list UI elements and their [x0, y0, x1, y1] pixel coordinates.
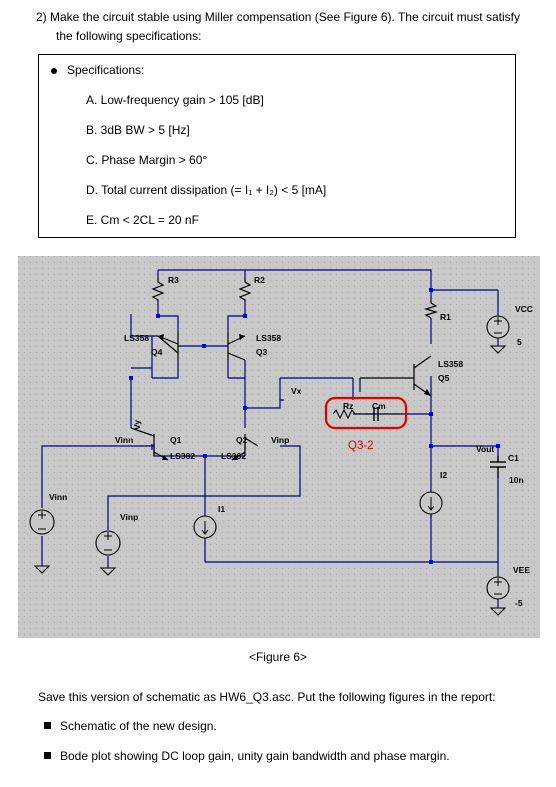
- node-dots: [129, 288, 500, 564]
- r2-resistor: [238, 278, 252, 302]
- r1-label: R1: [440, 312, 451, 322]
- r2-label: R2: [254, 275, 265, 285]
- r1-resistor: [423, 300, 439, 319]
- q4-label: Q4: [151, 347, 163, 357]
- specifications-box: Specifications: A. Low-frequency gain > …: [38, 54, 516, 238]
- save-instructions: Save this version of schematic as HW6_Q3…: [38, 690, 496, 704]
- c1-value: 10n: [509, 475, 524, 485]
- vinn-source-label: Vinn: [49, 492, 67, 502]
- i2-label: I2: [440, 470, 447, 480]
- vee-value: -5: [515, 598, 523, 608]
- q3-label: Q3: [256, 347, 268, 357]
- square-bullet-icon: [44, 752, 51, 759]
- miller-compensation: [324, 396, 408, 430]
- c1-label: C1: [508, 453, 519, 463]
- q5-model-label: LS358: [438, 359, 463, 369]
- transistors: [130, 332, 432, 461]
- spec-item-a: A. Low-frequency gain > 105 [dB]: [86, 93, 264, 107]
- ground-icon: [99, 567, 117, 576]
- vinp-source: [95, 530, 121, 556]
- spec-item-c: C. Phase Margin > 60°: [86, 153, 208, 167]
- r3-resistor: [151, 278, 165, 302]
- r3-label: R3: [168, 275, 179, 285]
- rz-label: Rz: [343, 401, 353, 411]
- rz-resistor: [332, 408, 366, 420]
- ground-icon: [489, 607, 507, 616]
- figure-caption: <Figure 6>: [248, 650, 308, 664]
- sources: [29, 315, 510, 600]
- vcc-label: VCC: [515, 304, 533, 314]
- q1-label: Q1: [170, 435, 182, 445]
- vee-label: VEE: [513, 565, 530, 575]
- specifications-title: Specifications:: [67, 63, 145, 77]
- square-bullet-icon: [44, 722, 51, 729]
- report-item-text: Schematic of the new design.: [60, 719, 217, 733]
- ground-symbols: [33, 345, 507, 616]
- vy-label: Vy: [132, 420, 142, 430]
- ground-icon: [33, 565, 51, 574]
- i1-label: I1: [218, 504, 225, 514]
- vinn-node-label: Vinn: [115, 435, 133, 445]
- q4-model-label: LS358: [124, 333, 149, 343]
- transistor-arrows: [158, 334, 431, 460]
- q5-label: Q5: [438, 373, 450, 383]
- vx-label: Vx: [291, 386, 302, 396]
- resistors: [151, 278, 439, 319]
- vcc-value: 5: [517, 337, 522, 347]
- schematic-diagram: R3 R2 R1 VCC 5 LS358 Q4 LS358 Q3 LS358 Q…: [18, 256, 540, 638]
- spec-item-e: E. Cm < 2CL = 20 nF: [86, 213, 199, 227]
- vinp-node-label: Vinp: [271, 435, 289, 445]
- q3-model-label: LS358: [256, 333, 281, 343]
- spec-item-b: B. 3dB BW > 5 [Hz]: [86, 123, 190, 137]
- ground-icon: [489, 345, 507, 354]
- bullet-icon: [51, 68, 57, 74]
- question-line-1: 2) Make the circuit stable using Miller …: [36, 10, 520, 24]
- report-item: Schematic of the new design.: [44, 719, 217, 733]
- report-item: Bode plot showing DC loop gain, unity ga…: [44, 749, 450, 763]
- q2-model-label: LS302: [221, 451, 246, 461]
- q1-model-label: LS302: [170, 451, 195, 461]
- c1-capacitor: [490, 456, 506, 478]
- highlight-box: [324, 396, 408, 430]
- question-line-2: the following specifications:: [56, 29, 202, 43]
- vinn-source: [29, 509, 55, 535]
- report-item-text: Bode plot showing DC loop gain, unity ga…: [60, 749, 450, 763]
- cm-label: Cm: [372, 401, 386, 411]
- question-text: 2) Make the circuit stable using Miller …: [36, 8, 536, 46]
- q3-2-label: Q3-2: [348, 440, 374, 452]
- vinp-source-label: Vinp: [120, 512, 138, 522]
- q2-label: Q2: [236, 435, 248, 445]
- spec-item-d: D. Total current dissipation (= I₁ + I₂)…: [86, 183, 327, 197]
- vout-label: Vout: [476, 444, 494, 454]
